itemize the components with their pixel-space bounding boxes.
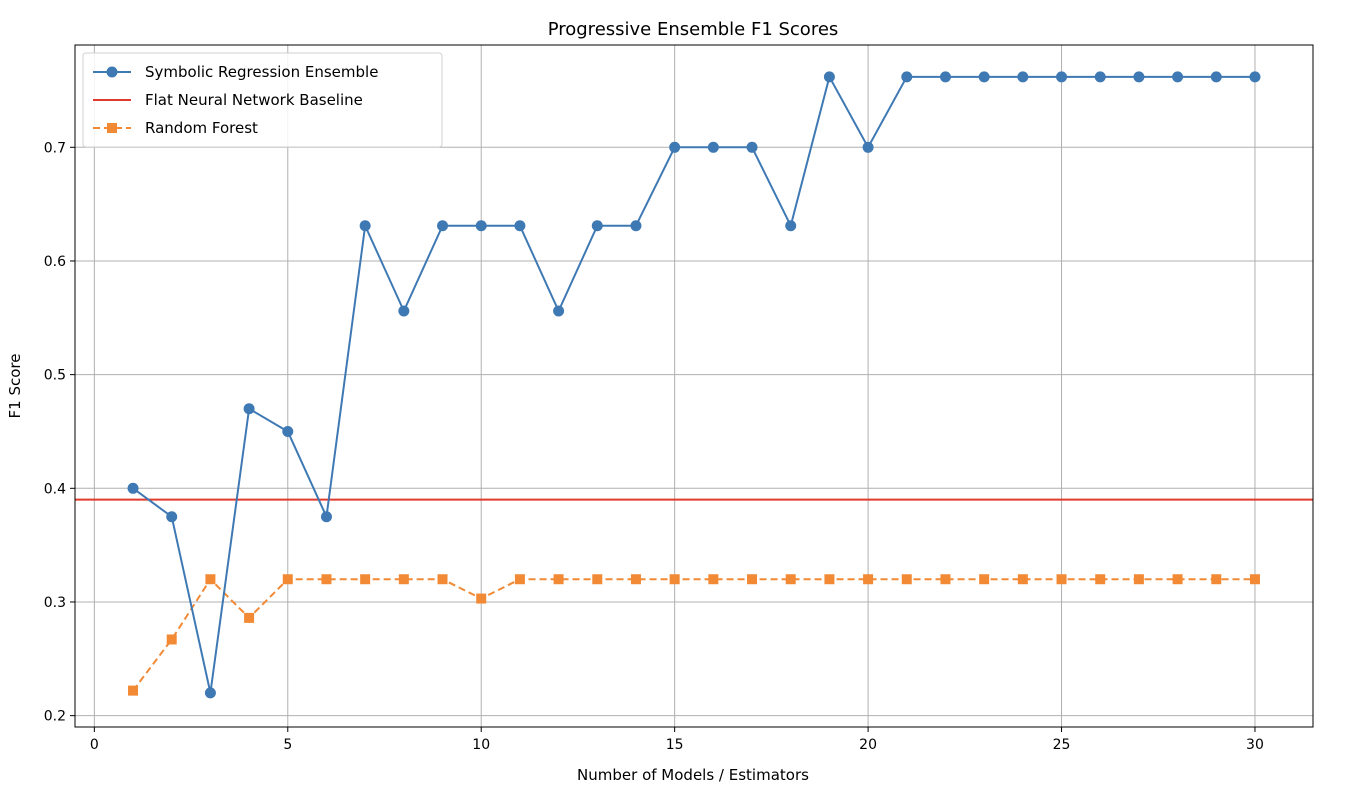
data-point [979,574,990,585]
x-tick-label: 25 [1053,737,1071,753]
data-point [320,511,332,523]
x-axis-label: Number of Models / Estimators [577,766,809,784]
legend: Symbolic Regression Ensemble Flat Neural … [82,52,443,148]
data-point [592,574,603,585]
data-point [360,574,371,585]
data-point [321,574,332,585]
data-point [669,141,681,153]
data-point [785,220,797,232]
legend-item: Symbolic Regression Ensemble [93,63,378,81]
x-tick-label: 0 [90,737,99,753]
series-line [132,75,1255,694]
data-point [747,574,758,585]
legend-item: Random Forest [93,119,258,137]
legend-marker [107,123,117,133]
data-point [746,141,758,153]
y-tick-label: 0.6 [44,254,66,270]
series-line [132,578,1255,692]
y-tick-label: 0.7 [44,140,66,156]
data-point [863,574,874,585]
data-point [940,574,951,585]
x-tick-label: 20 [859,737,877,753]
data-point [437,574,448,585]
data-point [166,634,177,645]
data-point [824,574,835,585]
data-point [514,220,526,232]
series-0 [127,71,1261,699]
data-point [630,220,642,232]
legend-item: Flat Neural Network Baseline [93,91,363,109]
data-point [282,574,293,585]
data-point [1133,71,1145,83]
plot-frame [74,44,1314,728]
series-layer [75,71,1313,699]
data-point [243,403,255,415]
data-point [1133,574,1144,585]
data-point [901,574,912,585]
data-point [398,574,409,585]
data-point [128,685,139,696]
data-point [901,71,913,83]
data-point [1017,574,1028,585]
data-point [939,71,951,83]
data-point [1249,71,1261,83]
data-point [978,71,990,83]
data-point [707,141,719,153]
data-point [1211,574,1222,585]
legend-box [82,52,443,148]
legend-marker [106,66,118,78]
data-point [475,220,487,232]
data-point [1249,574,1260,585]
x-tick-label: 10 [472,737,490,753]
data-point [553,305,565,317]
data-point [591,220,603,232]
series-2 [128,574,1260,696]
data-point [476,593,487,604]
data-point [1172,71,1184,83]
y-axis: 0.2 0.3 0.4 0.5 0.6 0.7 [44,140,75,725]
data-point [630,574,641,585]
legend-label: Symbolic Regression Ensemble [145,63,378,81]
chart-title: Progressive Ensemble F1 Scores [548,19,839,40]
data-point [1210,71,1222,83]
x-tick-label: 5 [283,737,292,753]
data-point [282,425,294,437]
y-tick-label: 0.2 [44,709,66,725]
data-point [669,574,680,585]
data-point [166,511,178,523]
y-axis-label: F1 Score [6,354,24,419]
x-tick-label: 15 [666,737,684,753]
data-point [862,141,874,153]
y-tick-label: 0.5 [44,368,66,384]
data-point [785,574,796,585]
data-point [205,574,216,585]
data-point [437,220,449,232]
data-point [1017,71,1029,83]
data-point [708,574,719,585]
data-point [1094,71,1106,83]
x-axis: 0 5 10 15 20 25 30 [90,727,1264,753]
data-point [244,612,255,623]
data-point [127,482,139,494]
data-point [1095,574,1106,585]
data-point [514,574,525,585]
data-point [1056,574,1067,585]
data-point [359,220,371,232]
data-point [1172,574,1183,585]
x-tick-label: 30 [1246,737,1264,753]
y-tick-label: 0.3 [44,595,66,611]
legend-label: Random Forest [145,119,258,137]
data-point [204,687,216,699]
data-point [823,71,835,83]
data-point [398,305,410,317]
data-point [1056,71,1068,83]
legend-label: Flat Neural Network Baseline [145,91,363,109]
data-point [553,574,564,585]
y-tick-label: 0.4 [44,481,66,497]
